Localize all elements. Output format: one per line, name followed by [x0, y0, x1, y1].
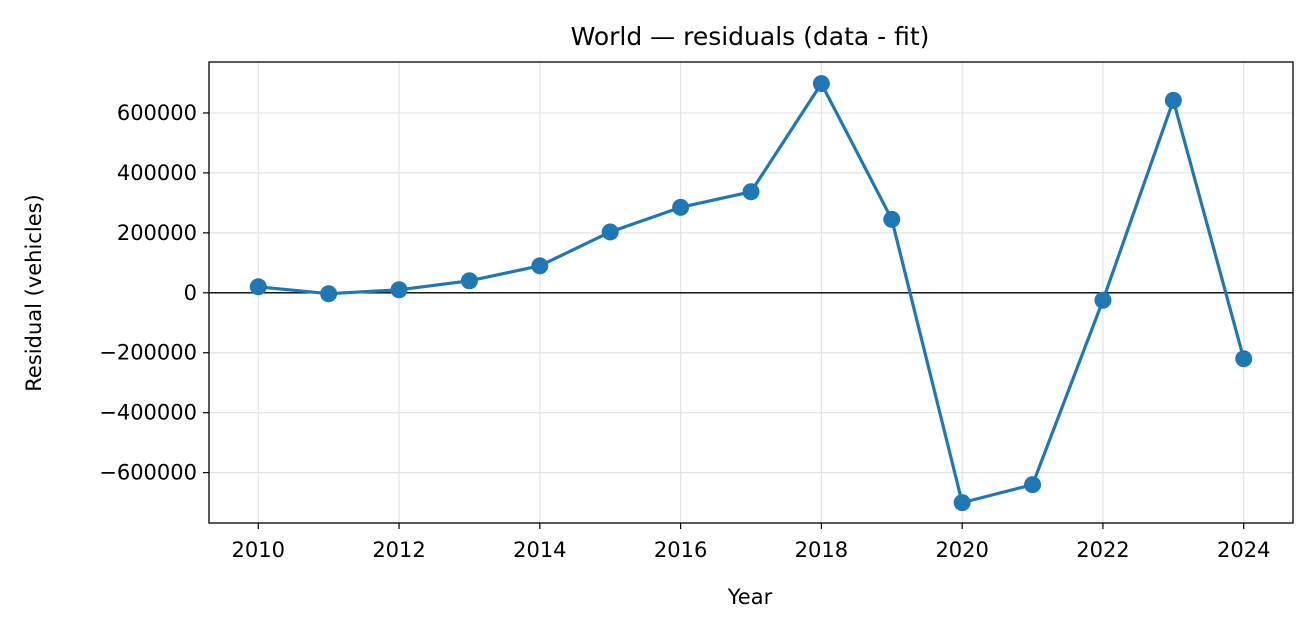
x-tick-label: 2012: [372, 538, 425, 562]
x-tick-label: 2014: [513, 538, 566, 562]
data-point: [953, 494, 971, 512]
data-point: [390, 281, 408, 299]
x-tick-label: 2016: [654, 538, 707, 562]
data-point: [1094, 291, 1112, 309]
data-point: [672, 198, 690, 216]
y-tick-label: −600000: [99, 461, 197, 485]
data-point: [249, 278, 267, 296]
series-layer: [249, 75, 1253, 512]
y-tick-label: 0: [184, 281, 197, 305]
y-axis-label: Residual (vehicles): [22, 194, 46, 391]
data-point: [531, 257, 549, 275]
data-point: [320, 285, 338, 303]
data-point: [883, 210, 901, 228]
data-point: [1235, 350, 1253, 368]
y-tick-label: −400000: [99, 401, 197, 425]
x-tick-label: 2022: [1076, 538, 1129, 562]
y-tick-label: −200000: [99, 341, 197, 365]
chart-title: World — residuals (data - fit): [571, 22, 930, 51]
x-tick-label: 2024: [1217, 538, 1270, 562]
x-tick-label: 2010: [232, 538, 285, 562]
x-axis-label: Year: [727, 585, 773, 609]
data-point: [601, 223, 619, 241]
data-point: [1164, 91, 1182, 109]
x-tick-label: 2020: [935, 538, 988, 562]
x-tick-label: 2018: [795, 538, 848, 562]
data-point: [812, 75, 830, 93]
x-axis-ticks: 2010 2012 2014 2016 2018 2020 2022 2024: [232, 523, 1270, 562]
data-point: [460, 272, 478, 290]
y-tick-label: 200000: [117, 221, 197, 245]
y-axis-ticks: −600000 −400000 −200000 0 200000 400000 600000: [99, 101, 209, 485]
data-point: [742, 183, 760, 201]
y-tick-label: 400000: [117, 161, 197, 185]
y-tick-label: 600000: [117, 101, 197, 125]
data-point: [1024, 476, 1042, 494]
